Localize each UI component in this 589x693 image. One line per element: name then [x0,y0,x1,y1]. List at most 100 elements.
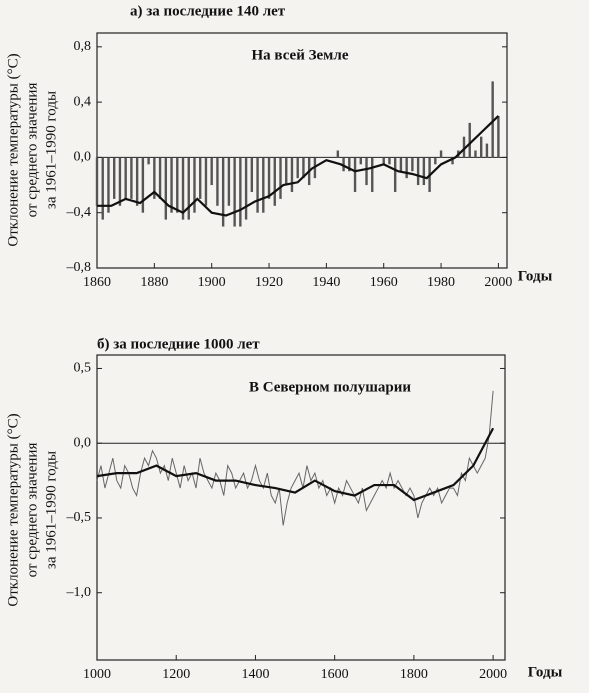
bar [210,157,213,186]
bar [485,143,489,158]
plot-frame [96,32,508,269]
bar [124,157,127,199]
x-tick-label: 1960 [370,275,398,290]
bar [113,157,116,199]
bar [445,157,448,158]
bar [244,157,248,220]
bar [474,150,477,158]
bar [359,157,362,165]
bar [439,150,443,158]
bar [193,157,196,213]
bar [233,157,236,227]
bar [405,157,408,179]
bar [388,157,391,165]
bar [158,157,162,199]
y-tick-label: –1,0 [66,585,92,600]
y-axis-label: за 1961–1990 годы [43,91,59,209]
bar [411,157,414,172]
bar [267,157,271,199]
y-tick-label: 0,5 [74,361,92,376]
bar [382,157,385,165]
bar [262,157,265,213]
bar [101,157,104,220]
bar [497,115,500,158]
x-tick-label: 1980 [427,275,455,290]
bar [285,157,288,186]
y-axis-label: Отклонение температуры (°C) [5,413,21,606]
chart-title: а) за последние 140 лет [130,3,286,19]
y-axis-label: Отклонение температуры (°C) [5,53,21,246]
bar [107,157,110,213]
bar [176,157,179,213]
bar [256,157,259,213]
x-tick-label: 1900 [198,275,226,290]
line [96,427,495,502]
bar [491,81,494,158]
bar [290,157,294,192]
x-tick-label: 2000 [484,275,512,290]
bar [153,157,156,199]
bar [164,157,168,220]
bar [399,157,403,172]
bar [239,157,242,227]
bar [342,157,345,172]
x-tick-label: 1400 [241,667,269,682]
line [96,390,494,526]
x-tick-label: 1600 [321,667,349,682]
y-axis-label: от среднего значения [24,443,40,578]
y-axis-label: от среднего значения [24,83,40,218]
bar [319,157,322,158]
x-tick-label: 1000 [83,667,111,682]
bar [325,157,328,158]
x-tick-label: 1200 [162,667,190,682]
bar [353,157,357,192]
x-axis-label: Годы [518,268,553,284]
y-axis-label: за 1961–1990 годы [43,451,59,569]
bar [451,157,454,165]
bar [135,157,139,206]
bar [250,157,254,192]
line [97,115,500,217]
y-tick-label: –0,8 [66,260,92,275]
y-tick-label: 0,0 [74,150,92,165]
bar [221,157,225,227]
bar [296,157,299,179]
y-tick-label: 0,0 [74,435,92,450]
bar [147,157,150,165]
x-tick-label: 1800 [400,667,428,682]
bar [371,157,374,192]
x-tick-label: 1920 [255,275,283,290]
bar [199,157,202,199]
y-tick-label: –0,4 [66,205,92,220]
bar [130,157,133,199]
bar [365,157,368,186]
annotation: На всей Земле [252,47,349,63]
plot-frame [96,354,506,661]
bar [468,122,471,158]
bar [422,157,426,186]
bar [227,157,231,206]
x-axis-label: Годы [528,664,563,680]
bar [273,157,276,206]
bar [216,157,219,206]
bar [95,157,99,206]
bar [479,136,483,158]
bar [302,157,305,179]
bar [416,157,420,186]
y-tick-label: –0,5 [66,510,92,525]
y-tick-label: 0,8 [74,39,92,54]
bar [204,157,208,206]
x-tick-label: 2000 [479,667,507,682]
bar [279,157,282,199]
bar [393,157,397,192]
x-tick-label: 1940 [312,275,340,290]
bar [330,157,334,158]
bar [118,157,122,206]
bar [462,136,466,158]
bar [336,150,340,158]
bar [170,157,173,213]
bar [434,157,437,165]
chart-title: б) за последние 1000 лет [97,336,260,352]
